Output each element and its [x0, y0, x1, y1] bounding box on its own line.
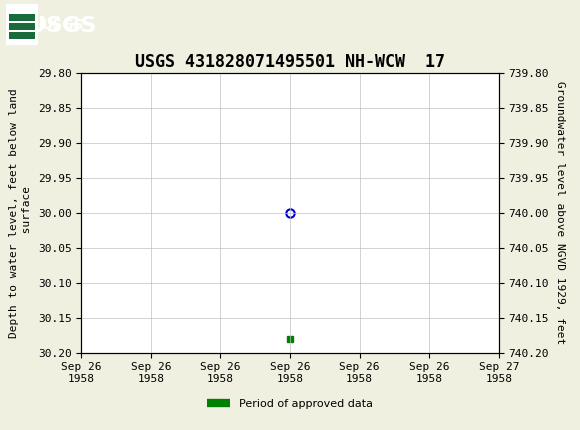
Text: USGS: USGS: [42, 18, 84, 32]
Legend: Period of approved data: Period of approved data: [203, 395, 377, 414]
Bar: [9, 32, 35, 39]
Text: USGS 431828071495501 NH-WCW  17: USGS 431828071495501 NH-WCW 17: [135, 53, 445, 71]
Bar: [9, 23, 35, 30]
Y-axis label: Depth to water level, feet below land
 surface: Depth to water level, feet below land su…: [9, 88, 32, 338]
Bar: [9, 14, 35, 21]
Y-axis label: Groundwater level above NGVD 1929, feet: Groundwater level above NGVD 1929, feet: [554, 81, 564, 344]
Bar: [6, 4, 38, 45]
Text: ▃USGS: ▃USGS: [12, 15, 97, 37]
